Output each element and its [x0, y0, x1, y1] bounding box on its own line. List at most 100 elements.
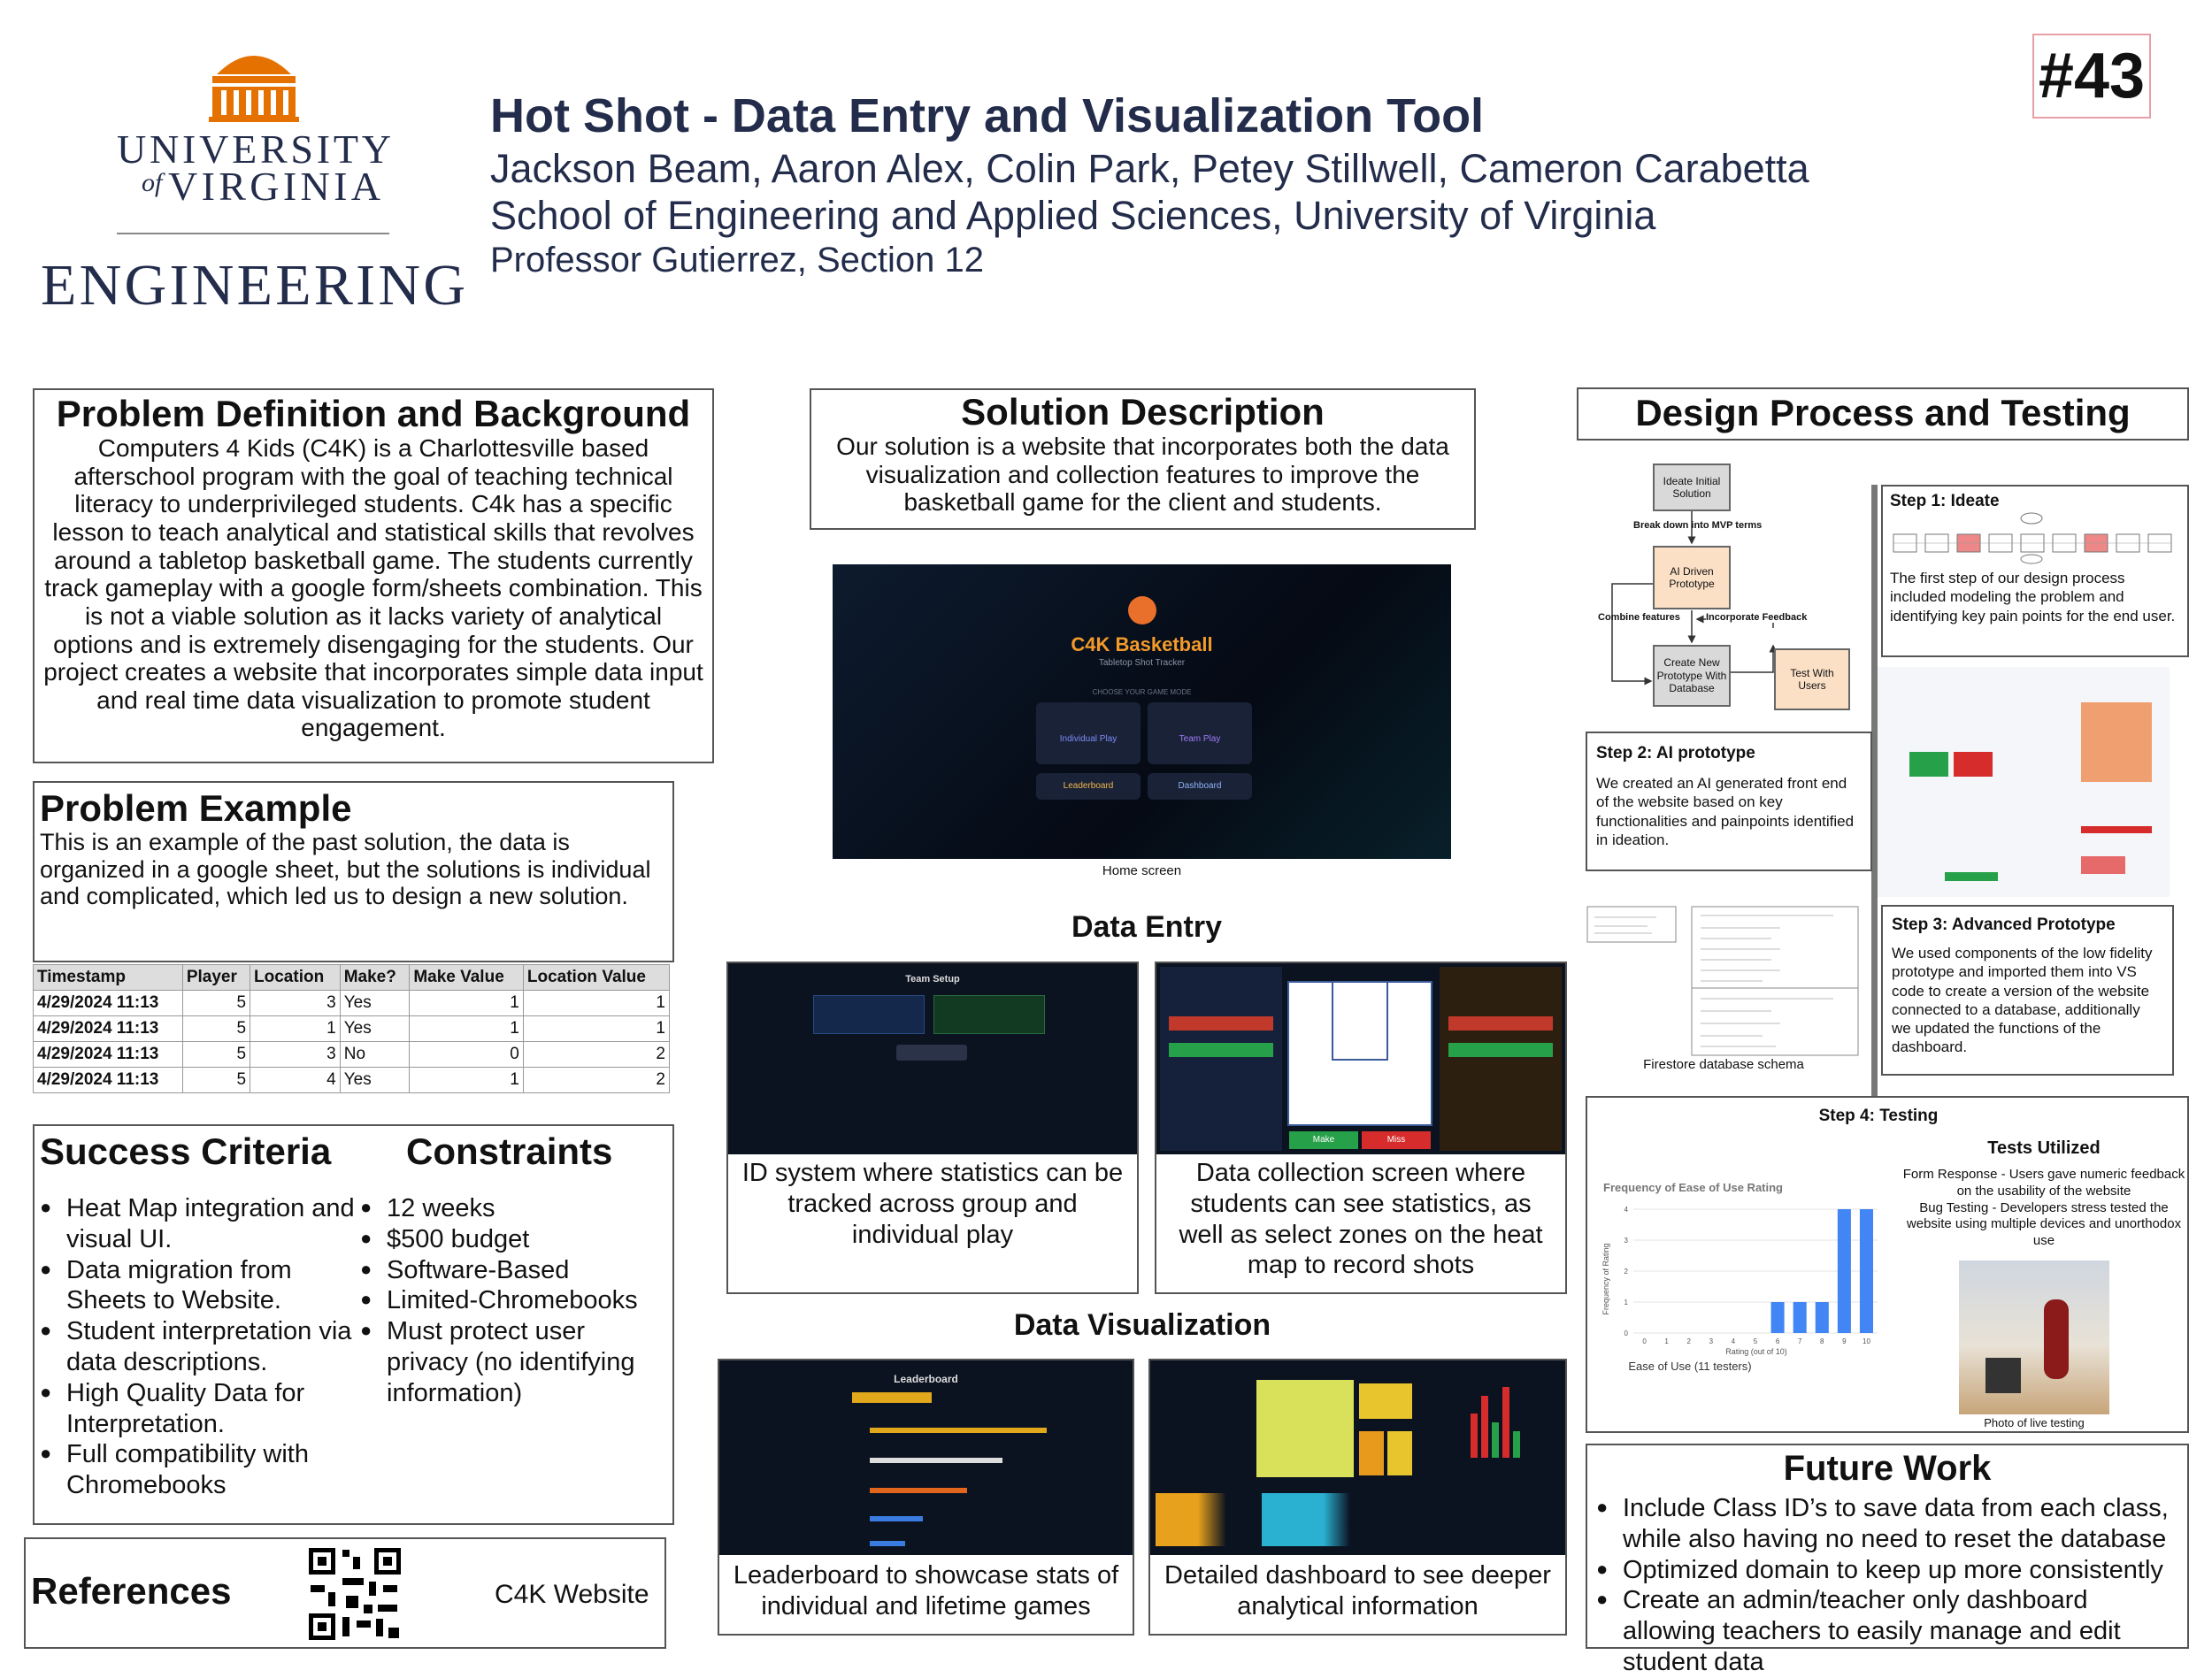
- caption: Leaderboard to showcase stats of individ…: [733, 1561, 1119, 1621]
- flow-node: Create New Prototype With Database: [1653, 645, 1731, 707]
- tests-list: Form Response - Users gave numeric feedb…: [1902, 1167, 2185, 1250]
- ui-button: [1945, 872, 1998, 881]
- decor: [346, 1596, 358, 1608]
- flow-node: Ideate Initial Solution: [1653, 464, 1731, 511]
- heading: Design Process and Testing: [1635, 392, 2131, 433]
- rating-chart: Frequency of Ease of Use Rating Frequenc…: [1601, 1181, 1878, 1373]
- problem-example: Problem Example This is an example of th…: [33, 781, 674, 962]
- dashboard-screenshot: [1150, 1360, 1565, 1555]
- heading: Problem Definition and Background: [56, 393, 691, 434]
- list-item: $500 budget: [360, 1224, 670, 1255]
- y-axis-label: Frequency of Rating: [1601, 1243, 1610, 1314]
- decor: [1492, 1422, 1499, 1458]
- ui-button: [1954, 752, 1993, 777]
- decor: [1471, 1414, 1478, 1458]
- logo-engineering: ENGINEERING: [41, 253, 465, 318]
- decor: [221, 90, 288, 115]
- prompt: CHOOSE YOUR GAME MODE: [1092, 688, 1192, 696]
- vis-panel: Leaderboard Leaderboard to showcase stat…: [718, 1359, 1134, 1636]
- step-heading: Step 1: Ideate: [1890, 492, 2000, 510]
- zone: [1359, 1383, 1412, 1419]
- tab: [852, 1392, 932, 1403]
- x-tick-label: 2: [1687, 1337, 1692, 1345]
- x-tick-label: 1: [1664, 1337, 1669, 1345]
- screen-title: Team Setup: [905, 974, 960, 985]
- flow-edge-label: Combine features: [1598, 612, 1680, 623]
- mode-button: Team Play: [1148, 702, 1252, 764]
- heading: References: [31, 1570, 232, 1612]
- flow-edge-label: Break down into MVP terms: [1633, 520, 1763, 531]
- decor: [2020, 512, 2043, 525]
- x-tick-label: 0: [1642, 1337, 1647, 1345]
- decor: [246, 90, 251, 115]
- ideate-diagram: [1893, 512, 2172, 564]
- mini-bars: [1262, 1493, 1350, 1546]
- body: Our solution is a website that incorpora…: [836, 433, 1449, 517]
- decor: [353, 1557, 360, 1569]
- success-list: Heat Map integration and visual UI.Data …: [40, 1193, 358, 1501]
- heading: Future Work: [1783, 1449, 1992, 1488]
- list-item: Must protect user privacy (no identifyin…: [360, 1316, 670, 1408]
- sheet-table: Timestamp Player Location Make? Make Value Lo…: [33, 964, 671, 1093]
- heading: Solution Description: [961, 391, 1325, 433]
- decor: [357, 1621, 371, 1628]
- decor: [378, 1605, 397, 1612]
- decor: [1481, 1396, 1488, 1458]
- list-item: Optimized domain to keep up more consist…: [1596, 1555, 2178, 1586]
- table-cell: No: [339, 1041, 411, 1068]
- bar: [1837, 1209, 1851, 1333]
- list-item: Data migration from Sheets to Website.: [40, 1255, 358, 1317]
- team-setup-screenshot: Team Setup: [728, 963, 1137, 1154]
- court-key: [1332, 981, 1388, 1061]
- decor: [311, 1550, 399, 1638]
- decor: [271, 90, 276, 115]
- criteria-constraints: Success Criteria Constraints Heat Map in…: [33, 1124, 674, 1525]
- vis-panel: Detailed dashboard to see deeper analyti…: [1148, 1359, 1567, 1636]
- list-item: 12 weeks: [360, 1193, 670, 1224]
- list-item: Software-Based: [360, 1255, 670, 1286]
- ui-bar: [2081, 826, 2152, 833]
- miss-button: Miss: [1362, 1131, 1431, 1149]
- make-button: Make: [1289, 1131, 1358, 1149]
- mode-button: Individual Play: [1036, 702, 1141, 764]
- stat-row: [1169, 1016, 1273, 1031]
- x-tick-label: 10: [1863, 1337, 1870, 1345]
- decor: [1731, 644, 1778, 673]
- rank-bar: [870, 1541, 905, 1546]
- decor: [1586, 906, 1677, 943]
- list-item: Include Class ID’s to save data from eac…: [1596, 1493, 2178, 1555]
- table-cell: 5: [181, 1015, 251, 1042]
- caption: Firestore database schema: [1643, 1057, 1804, 1072]
- table-cell: 1: [409, 1067, 524, 1093]
- column-header: Make?: [339, 964, 411, 991]
- step-heading: Step 3: Advanced Prototype: [1892, 916, 2116, 934]
- decor: [221, 90, 227, 115]
- screen-title: Leaderboard: [894, 1373, 958, 1385]
- stat-row: [1448, 1016, 1553, 1031]
- list-item: Full compatibility with Chromebooks: [40, 1439, 358, 1501]
- step2: Step 2: AI prototype We created an AI ge…: [1586, 732, 1872, 871]
- zone: [1359, 1431, 1384, 1475]
- entry-panel: Make Miss Data collection screen where s…: [1155, 962, 1567, 1294]
- shot-screen-screenshot: Make Miss: [1156, 963, 1565, 1154]
- caption: Photo of live testing: [1984, 1416, 2085, 1429]
- table-row: 4/29/2024 11:13 5 1 Yes 1 1: [33, 1015, 671, 1042]
- table-cell: 2: [522, 1067, 671, 1093]
- qr-code: [307, 1546, 403, 1642]
- y-tick-label: 2: [1624, 1268, 1629, 1276]
- test-item: Form Response - Users gave numeric feedb…: [1902, 1167, 2185, 1199]
- rank-bar: [870, 1428, 1047, 1433]
- chart-caption: Ease of Use (11 testers): [1628, 1360, 1751, 1373]
- table-row: 4/29/2024 11:13 5 3 Yes 1 1: [33, 990, 671, 1016]
- chart-title: Frequency of Ease of Use Rating: [1603, 1181, 1783, 1194]
- table-cell: 0: [409, 1041, 524, 1068]
- x-tick-label: 3: [1709, 1337, 1714, 1345]
- decor: [311, 1585, 325, 1592]
- column-header: Timestamp: [33, 964, 183, 991]
- table-cell: 5: [181, 990, 251, 1016]
- x-tick-label: 9: [1842, 1337, 1847, 1345]
- step-body: The first step of our design process inc…: [1890, 570, 2176, 624]
- reference-link[interactable]: C4K Website: [495, 1580, 649, 1609]
- heading: Data Visualization: [1013, 1308, 1271, 1342]
